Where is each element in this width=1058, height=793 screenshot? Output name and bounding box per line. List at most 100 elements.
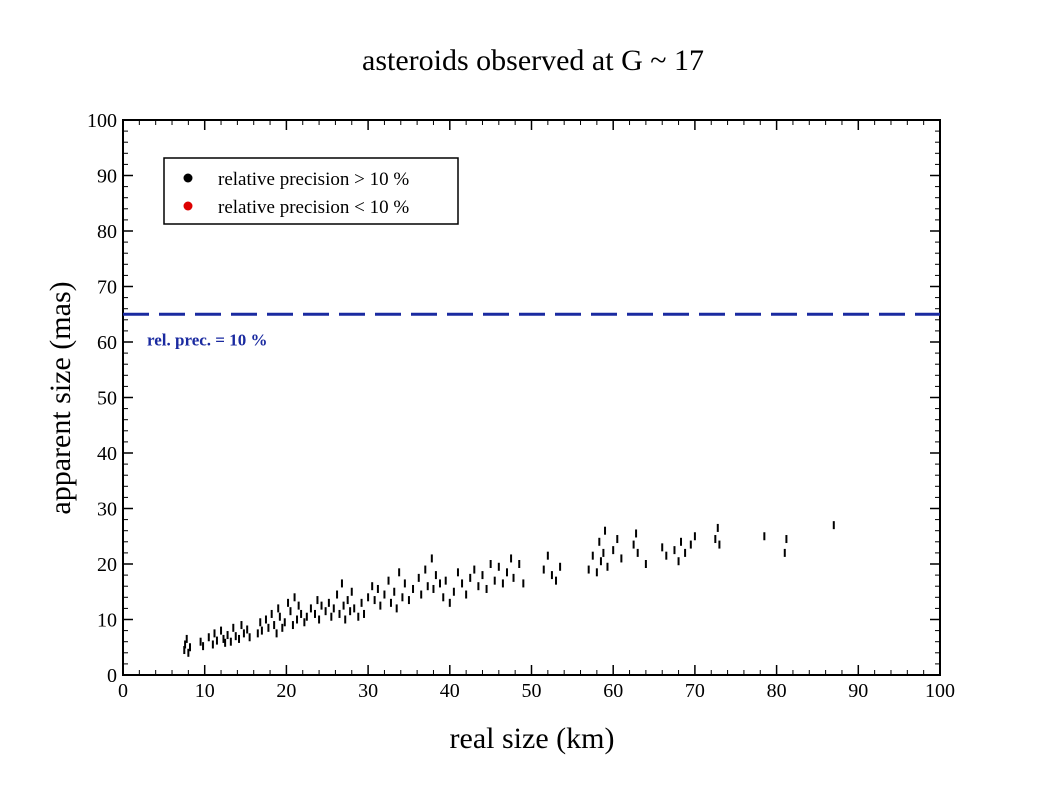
data-point bbox=[213, 629, 216, 638]
data-point bbox=[376, 584, 379, 593]
data-point bbox=[224, 638, 227, 647]
y-tick-label: 70 bbox=[97, 277, 117, 299]
reference-line-label: rel. prec. = 10 % bbox=[147, 330, 267, 349]
data-point bbox=[187, 648, 190, 657]
data-point bbox=[360, 598, 363, 607]
x-tick-label: 100 bbox=[925, 680, 955, 702]
x-axis-label: real size (km) bbox=[450, 722, 615, 755]
data-point bbox=[485, 584, 488, 593]
data-point bbox=[287, 598, 290, 607]
data-point bbox=[680, 537, 683, 546]
data-point bbox=[497, 562, 500, 571]
data-point bbox=[510, 554, 513, 563]
y-tick-label: 10 bbox=[97, 610, 117, 632]
data-point bbox=[367, 593, 370, 602]
data-point bbox=[632, 540, 635, 549]
data-point bbox=[248, 633, 251, 642]
data-point bbox=[303, 618, 306, 627]
legend-marker-black bbox=[183, 173, 193, 183]
data-point bbox=[199, 637, 202, 646]
y-tick-label: 20 bbox=[97, 554, 117, 576]
y-tick-label: 80 bbox=[97, 221, 117, 243]
data-point bbox=[275, 629, 278, 638]
y-tick-label: 100 bbox=[87, 110, 117, 132]
data-point bbox=[673, 546, 676, 555]
data-point bbox=[465, 590, 468, 599]
data-point bbox=[489, 560, 492, 568]
data-point bbox=[220, 626, 223, 635]
x-tick-label: 60 bbox=[603, 680, 623, 702]
data-point bbox=[289, 607, 292, 616]
data-point bbox=[606, 562, 609, 571]
data-point bbox=[393, 587, 396, 596]
data-point bbox=[661, 543, 664, 552]
data-point bbox=[336, 590, 339, 599]
data-point bbox=[477, 582, 480, 591]
data-point bbox=[522, 579, 525, 588]
data-point bbox=[327, 598, 330, 607]
data-point bbox=[278, 612, 281, 621]
data-point bbox=[424, 565, 427, 574]
reference-line-group: rel. prec. = 10 % bbox=[123, 312, 940, 349]
y-tick-label: 50 bbox=[97, 388, 117, 410]
data-point bbox=[320, 601, 323, 610]
data-point bbox=[342, 601, 345, 610]
data-point bbox=[215, 636, 218, 645]
x-tick-label: 40 bbox=[440, 680, 460, 702]
data-point bbox=[587, 565, 590, 574]
data-point bbox=[383, 590, 386, 599]
chart-title: asteroids observed at G ~ 17 bbox=[362, 44, 704, 77]
data-point bbox=[438, 579, 441, 588]
data-point bbox=[481, 571, 484, 580]
x-tick-label: 10 bbox=[195, 680, 215, 702]
data-point bbox=[426, 582, 429, 591]
data-point bbox=[332, 604, 335, 613]
data-point bbox=[267, 623, 270, 632]
data-point bbox=[604, 526, 607, 535]
data-point bbox=[783, 548, 786, 557]
data-point bbox=[493, 576, 496, 585]
data-point bbox=[340, 579, 343, 588]
data-point bbox=[684, 548, 687, 557]
data-point bbox=[293, 593, 296, 602]
data-point bbox=[620, 554, 623, 563]
data-point bbox=[693, 532, 696, 541]
legend-box bbox=[163, 157, 459, 225]
data-point bbox=[505, 568, 508, 577]
data-point bbox=[716, 523, 719, 532]
data-point bbox=[226, 631, 229, 640]
x-tick-label: 70 bbox=[685, 680, 705, 702]
data-point bbox=[550, 571, 553, 580]
data-point bbox=[242, 629, 245, 638]
legend: relative precision > 10 % relative preci… bbox=[163, 157, 459, 225]
data-point bbox=[373, 596, 376, 605]
x-tick-label: 90 bbox=[848, 680, 868, 702]
data-point bbox=[595, 568, 598, 577]
data-point bbox=[188, 643, 191, 652]
data-point bbox=[677, 557, 680, 566]
data-point bbox=[401, 593, 404, 602]
data-point bbox=[432, 584, 435, 593]
data-point bbox=[363, 609, 366, 618]
data-point bbox=[349, 607, 352, 616]
data-point bbox=[264, 615, 267, 624]
data-point bbox=[229, 637, 232, 646]
data-point bbox=[273, 621, 276, 630]
data-point bbox=[546, 551, 549, 560]
data-point bbox=[357, 612, 360, 621]
data-point bbox=[636, 548, 639, 557]
data-point bbox=[350, 587, 353, 596]
data-point bbox=[434, 571, 437, 580]
data-point bbox=[240, 621, 243, 630]
y-tick-label: 30 bbox=[97, 499, 117, 521]
y-tick-label: 90 bbox=[97, 166, 117, 188]
data-point bbox=[714, 535, 717, 544]
data-point bbox=[555, 576, 558, 585]
data-point bbox=[785, 535, 788, 544]
x-tick-label: 30 bbox=[358, 680, 378, 702]
data-point bbox=[665, 551, 668, 560]
data-point bbox=[202, 642, 205, 651]
data-point bbox=[644, 560, 647, 568]
data-point bbox=[296, 615, 299, 624]
data-point bbox=[501, 579, 504, 588]
